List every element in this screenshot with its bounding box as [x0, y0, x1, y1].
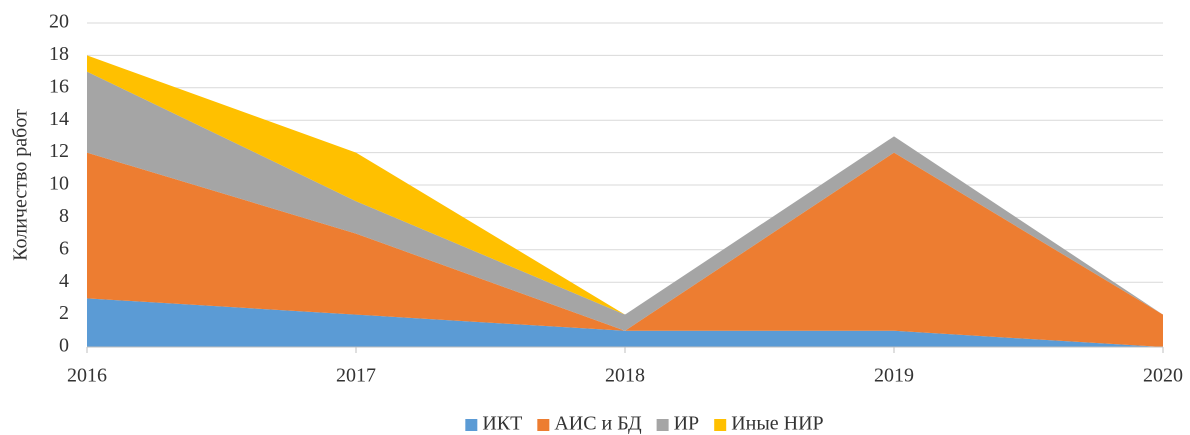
x-tick-label: 2017 [336, 365, 376, 387]
legend-label: АИС и БД [554, 413, 642, 435]
x-tick-label: 2019 [874, 365, 914, 387]
y-tick-label: 8 [59, 205, 69, 227]
legend-swatch [537, 419, 550, 431]
legend-label: ИКТ [482, 413, 522, 435]
y-tick-label: 20 [49, 11, 69, 33]
y-tick-label: 6 [59, 237, 69, 259]
y-tick-label: 4 [59, 270, 69, 292]
y-tick-label: 10 [49, 173, 69, 195]
legend-swatch [656, 419, 669, 431]
y-tick-label: 12 [49, 140, 69, 162]
y-tick-label: 0 [59, 335, 69, 357]
legend-swatch [714, 419, 727, 431]
y-tick-label: 14 [49, 108, 69, 130]
x-tick-label: 2018 [605, 365, 645, 387]
legend-label: ИР [674, 413, 700, 435]
y-tick-label: 16 [49, 75, 69, 97]
legend-label: Иные НИР [731, 413, 823, 435]
y-axis-label: Количество работ [10, 109, 32, 261]
area [87, 152, 1163, 347]
area [87, 71, 1163, 331]
area [87, 298, 1163, 347]
x-tick-label: 2020 [1143, 365, 1183, 387]
x-tick-label: 2016 [67, 365, 107, 387]
y-tick-label: 18 [49, 43, 69, 65]
y-tick-label: 2 [59, 302, 69, 324]
legend-swatch [465, 419, 478, 431]
